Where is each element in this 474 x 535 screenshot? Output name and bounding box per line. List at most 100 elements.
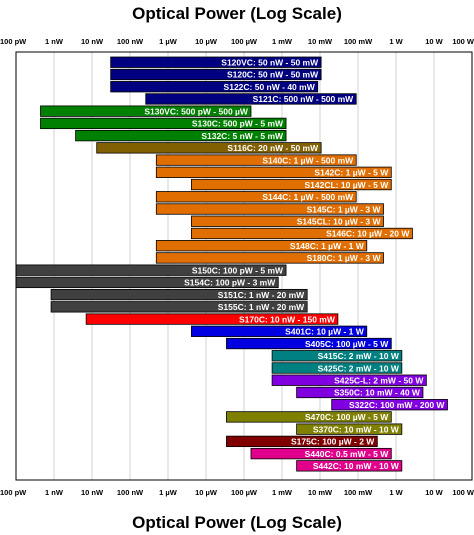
bar-label: S150C: 100 pW - 5 mW: [192, 265, 284, 275]
tick-label-top: 10 nW: [81, 37, 104, 46]
bar-rect: [271, 362, 403, 374]
bar-label: S154C: 100 pW - 3 mW: [184, 278, 276, 288]
bar-rect: [85, 313, 339, 325]
bar-33: S442C: 10 mW - 10 W: [296, 460, 403, 472]
bar-label: S132C: 5 nW - 5 mW: [201, 131, 284, 141]
bar-27: S350C: 10 mW - 40 W: [296, 386, 424, 399]
bar-label: S144C: 1 µW - 500 mW: [262, 192, 354, 202]
bar-label: S148C: 1 µW - 1 W: [290, 241, 365, 251]
chart-title-top: Optical Power (Log Scale): [132, 4, 342, 23]
bar-rect: [155, 252, 384, 264]
bar-24: S415C: 2 mW - 10 W: [271, 350, 403, 362]
bar-label: S415C: 2 mW - 10 W: [318, 351, 400, 361]
bar-15: S148C: 1 µW - 1 W: [155, 240, 368, 252]
tick-label-top: 10 W: [425, 37, 443, 46]
bar-5: S130C: 500 pW - 5 mW: [40, 117, 287, 130]
bar-rect: [296, 460, 403, 472]
bar-label: S130VC: 500 pW - 500 µW: [144, 106, 249, 116]
bar-label: S120VC: 50 nW - 50 mW: [221, 58, 319, 68]
bar-rect: [40, 105, 252, 117]
bar-rect: [145, 93, 357, 105]
bar-label: S470C: 100 µW - 5 W: [305, 412, 389, 422]
tick-label-bottom: 1 W: [389, 488, 403, 497]
bar-7: S116C: 20 nW - 50 mW: [96, 142, 322, 154]
bar-0: S120VC: 50 nW - 50 mW: [110, 56, 322, 68]
bar-rect: [110, 68, 322, 81]
tick-label-top: 100 mW: [344, 37, 373, 46]
bar-label: S130C: 500 pW - 5 mW: [192, 119, 284, 129]
bar-6: S132C: 5 nW - 5 mW: [75, 129, 287, 142]
bar-rect: [96, 142, 322, 154]
bar-8: S140C: 1 µW - 500 mW: [155, 154, 357, 166]
tick-labels-bottom: 100 pW 1 nW 10 nW 100 nW 1 µW 10 µW 100 µW 1 mW…: [0, 488, 474, 497]
bar-rect: [75, 129, 287, 142]
tick-label-top: 100 pW: [0, 37, 27, 46]
bar-9: S142C: 1 µW - 5 W: [155, 166, 392, 178]
bar-label: S350C: 10 mW - 40 W: [334, 388, 421, 398]
bar-30: S370C: 10 mW - 10 W: [296, 423, 403, 435]
bar-28: S322C: 100 mW - 200 W: [331, 399, 448, 411]
tick-label-top: 10 µW: [195, 37, 218, 46]
tick-label-top: 100 nW: [117, 37, 144, 46]
bar-2: S122C: 50 nW - 40 mW: [110, 81, 319, 93]
bar-3: S121C: 500 nW - 500 mW: [145, 93, 357, 105]
bar-19: S151C: 1 nW - 20 mW: [50, 288, 308, 301]
bar-label: S146C: 10 µW - 20 W: [326, 229, 410, 239]
tick-label-bottom: 100 W: [452, 488, 474, 497]
bar-25: S425C: 2 mW - 10 W: [271, 362, 403, 374]
tick-label-bottom: 100 pW: [0, 488, 27, 497]
bar-label: S401C: 10 µW - 1 W: [285, 327, 365, 337]
tick-label-top: 1 W: [389, 37, 403, 46]
tick-label-bottom: 1 µW: [159, 488, 178, 497]
plot-frame: [15, 51, 473, 481]
bar-rect: [296, 386, 424, 399]
tick-label-bottom: 100 nW: [117, 488, 144, 497]
bar-rect: [226, 337, 392, 350]
bar-rect: [190, 178, 392, 191]
bar-4: S130VC: 500 pW - 500 µW: [40, 105, 252, 117]
bar-rect: [50, 301, 308, 313]
bar-rect: [155, 240, 368, 252]
bar-label: S140C: 1 µW - 500 mW: [262, 155, 354, 165]
bar-label: S155C: 1 nW - 20 mW: [218, 302, 305, 312]
bar-rect: [271, 350, 403, 362]
bar-label: S145C: 1 µW - 3 W: [307, 204, 382, 214]
tick-label-bottom: 10 µW: [195, 488, 218, 497]
bar-1: S120C: 50 nW - 50 mW: [110, 68, 322, 81]
bar-rect: [190, 215, 384, 227]
bar-10: S142CL: 10 µW - 5 W: [190, 178, 392, 191]
bar-16: S180C: 1 µW - 3 W: [155, 252, 384, 264]
bar-label: S370C: 10 mW - 10 W: [313, 424, 400, 434]
bar-label: S142C: 1 µW - 5 W: [314, 168, 389, 178]
tick-label-top: 1 mW: [272, 37, 293, 46]
bar-label: S145CL: 10 µW - 3 W: [297, 216, 382, 226]
bar-rect: [155, 166, 392, 178]
bar-rect: [110, 81, 319, 93]
bar-label: S322C: 100 mW - 200 W: [349, 400, 445, 410]
bar-12: S145C: 1 µW - 3 W: [155, 203, 384, 215]
bar-18: S154C: 100 pW - 3 mW: [15, 276, 279, 289]
tick-label-bottom: 10 W: [425, 488, 443, 497]
bar-rect: [226, 435, 378, 448]
tick-label-bottom: 1 mW: [272, 488, 293, 497]
tick-label-top: 10 mW: [308, 37, 333, 46]
bar-rect: [155, 203, 384, 215]
bar-label: S442C: 10 mW - 10 W: [313, 461, 400, 471]
bar-21: S170C: 10 nW - 150 mW: [85, 313, 339, 325]
tick-label-top: 100 W: [452, 37, 474, 46]
bar-rect: [155, 191, 357, 203]
bar-26: S425C-L: 2 mW - 50 W: [271, 374, 427, 386]
bar-rect: [190, 325, 368, 337]
tick-label-bottom: 10 nW: [81, 488, 104, 497]
bar-label: S175C: 100 µW - 2 W: [291, 437, 375, 447]
bar-31: S175C: 100 µW - 2 W: [226, 435, 378, 448]
tick-label-bottom: 10 mW: [308, 488, 333, 497]
bar-rect: [271, 374, 427, 386]
bar-20: S155C: 1 nW - 20 mW: [50, 301, 308, 313]
bar-rect: [155, 154, 357, 166]
tick-label-top: 1 nW: [45, 37, 64, 46]
tick-label-bottom: 100 µW: [231, 488, 258, 497]
bar-rect: [110, 56, 322, 68]
bar-rect: [331, 399, 448, 411]
